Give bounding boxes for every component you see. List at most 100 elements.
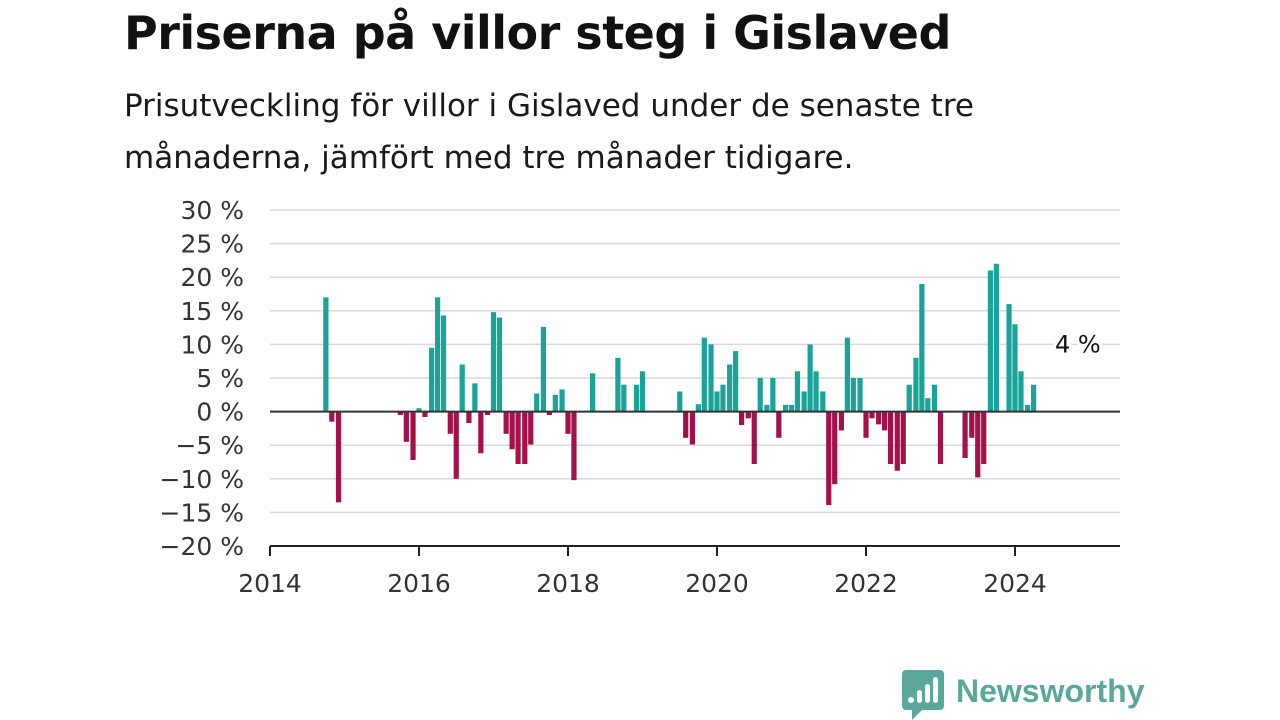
bar	[447, 411, 453, 434]
bar	[459, 364, 465, 412]
bar	[869, 411, 875, 419]
newsworthy-logo: Newsworthy	[902, 670, 1144, 720]
bar	[701, 337, 707, 412]
y-tick-label: 15 %	[180, 297, 244, 326]
bar	[695, 404, 701, 412]
bar	[733, 351, 739, 412]
bar	[770, 378, 776, 412]
bar	[764, 404, 770, 412]
bar	[689, 411, 696, 445]
bar	[478, 411, 484, 454]
newsworthy-logo-icon	[902, 670, 944, 720]
bar	[677, 391, 683, 412]
bar	[329, 411, 335, 422]
x-tick-label: 2018	[536, 569, 600, 598]
bar	[925, 398, 931, 412]
bar	[528, 411, 534, 445]
bar	[416, 408, 422, 412]
bar	[788, 404, 795, 412]
bar	[745, 411, 751, 419]
bar	[850, 378, 856, 412]
bar	[472, 383, 478, 412]
bar	[962, 411, 968, 458]
bar	[857, 378, 863, 412]
bar	[633, 384, 640, 412]
bar	[832, 411, 838, 485]
y-tick-label: 20 %	[180, 263, 244, 292]
y-tick-label: 5 %	[196, 364, 244, 393]
bar	[813, 371, 819, 412]
bar	[887, 411, 894, 465]
bar	[894, 411, 900, 471]
bars	[323, 263, 1037, 506]
bar	[1018, 371, 1024, 412]
x-tick-label: 2020	[685, 569, 749, 598]
chart-subtitle: Prisutveckling för villor i Gislaved und…	[124, 88, 974, 176]
x-tick-label: 2016	[387, 569, 451, 598]
bar	[546, 411, 552, 415]
bar	[738, 411, 745, 426]
bar	[323, 297, 329, 412]
y-tick-label: −10 %	[160, 465, 244, 494]
bar	[1012, 324, 1018, 412]
latest-value-label: 4 %	[1055, 330, 1101, 358]
x-tick-label: 2024	[983, 569, 1047, 598]
bar	[913, 357, 919, 412]
bar	[440, 315, 447, 412]
bar	[403, 411, 409, 442]
bar	[397, 411, 403, 415]
bar	[993, 263, 999, 412]
bar	[621, 384, 627, 412]
bar	[503, 411, 509, 434]
bar	[429, 347, 435, 412]
bar	[975, 411, 981, 478]
bar	[776, 411, 782, 438]
bar	[844, 337, 850, 412]
bar	[931, 384, 938, 412]
bar	[900, 411, 906, 465]
bar	[496, 317, 503, 412]
bar	[807, 344, 813, 412]
bar	[1031, 384, 1037, 412]
bar	[987, 270, 994, 412]
bar	[794, 371, 801, 412]
bar	[882, 411, 888, 431]
bar	[552, 394, 558, 412]
bar	[466, 411, 472, 424]
bar	[515, 411, 521, 465]
bar	[540, 326, 547, 412]
bar	[565, 411, 571, 434]
bar	[708, 344, 714, 412]
y-tick-label: 30 %	[180, 196, 244, 225]
bar	[435, 297, 441, 412]
y-tick-label: −15 %	[160, 498, 244, 527]
bar	[490, 312, 497, 412]
bar	[919, 283, 925, 412]
bar	[838, 411, 845, 431]
bar	[757, 378, 763, 412]
bar	[422, 411, 428, 417]
bar	[751, 411, 757, 465]
bar	[522, 411, 528, 465]
bar	[453, 411, 459, 479]
bar	[589, 373, 596, 412]
newsworthy-wordmark: Newsworthy	[956, 673, 1145, 709]
bar	[937, 411, 944, 465]
bar	[639, 371, 646, 412]
chart-title: Priserna på villor steg i Gislaved	[124, 6, 951, 60]
bar	[683, 411, 689, 438]
bar	[714, 391, 720, 412]
bar	[509, 411, 515, 450]
y-tick-label: 25 %	[180, 230, 244, 259]
bar	[571, 411, 577, 481]
bar	[782, 404, 789, 412]
bar	[1006, 304, 1012, 412]
bar	[906, 384, 912, 412]
bar	[484, 411, 491, 415]
y-tick-label: 0 %	[196, 398, 244, 427]
y-tick-label: −20 %	[160, 532, 244, 561]
y-tick-label: −5 %	[175, 431, 244, 460]
bar	[876, 411, 882, 425]
bar	[720, 384, 726, 412]
